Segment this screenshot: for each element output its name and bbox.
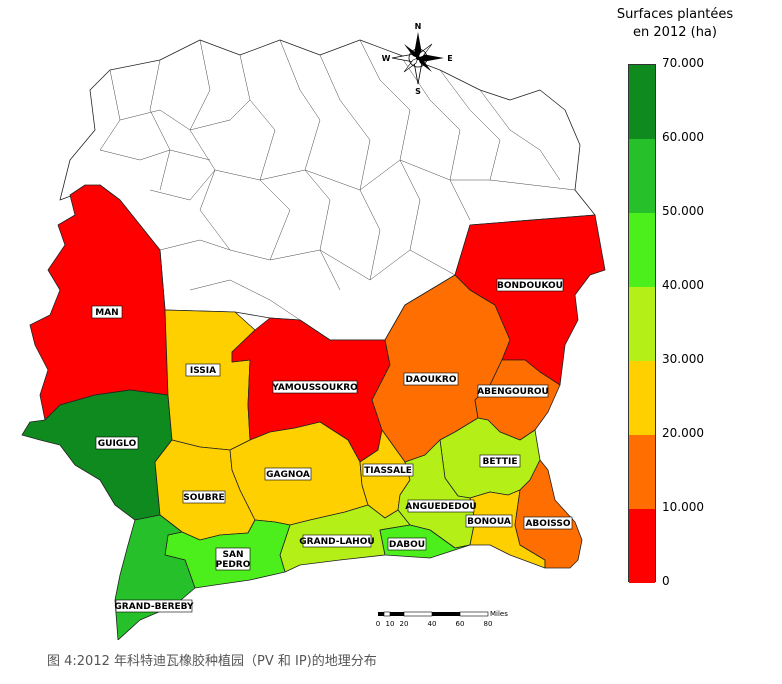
scale-tick-0: 0	[376, 620, 380, 628]
legend-swatch-2	[629, 213, 655, 287]
region-aboisso	[514, 459, 583, 569]
scale-tick-10: 10	[386, 620, 395, 628]
legend-swatch-0	[629, 65, 655, 139]
compass-rose-icon: N S E W	[382, 22, 453, 96]
compass-e: E	[447, 54, 452, 63]
scale-tick-40: 40	[428, 620, 437, 628]
legend-swatch-5	[629, 435, 655, 509]
label-aboisso: ABOISSO	[525, 519, 570, 529]
label-tiassale: TIASSALE	[364, 466, 412, 476]
legend-tick-label-6: 10.000	[662, 500, 704, 514]
scale-tick-20: 20	[400, 620, 409, 628]
legend-tick-label-0: 70.000	[662, 56, 704, 70]
compass-n: N	[415, 22, 422, 31]
compass-w: W	[382, 54, 391, 63]
legend-tick-label-7: 0	[662, 574, 670, 588]
label-abengourou: ABENGOUROU	[477, 387, 549, 397]
legend-color-bar	[628, 64, 656, 583]
label-anguededou: ANGUEDEDOU	[405, 502, 476, 512]
legend-tick-label-2: 50.000	[662, 204, 704, 218]
scale-unit: Miles	[490, 610, 508, 618]
label-grand-bereby: GRAND-BEREBY	[114, 602, 194, 612]
legend-tick-label-3: 40.000	[662, 278, 704, 292]
label-bondoukou: BONDOUKOU	[497, 281, 563, 291]
legend-swatch-3	[629, 287, 655, 361]
northern-region-blank	[59, 39, 596, 341]
label-bonoua: BONOUA	[467, 517, 511, 527]
department-boundaries	[99, 39, 576, 321]
legend-title-line2: en 2012 (ha)	[633, 25, 717, 40]
label-bettie: BETTIE	[483, 457, 518, 467]
label-issia: ISSIA	[190, 366, 216, 376]
label-soubre: SOUBRE	[183, 493, 224, 503]
label-dabou: DABOU	[389, 540, 425, 550]
legend-title-line1: Surfaces plantées	[616, 7, 734, 22]
scale-tick-60: 60	[456, 620, 465, 628]
legend-tick-label-1: 60.000	[662, 130, 704, 144]
legend-tick-label-5: 20.000	[662, 426, 704, 440]
label-man: MAN	[95, 308, 118, 318]
scale-tick-80: 80	[484, 620, 493, 628]
label-san-pedro-line1: SAN	[223, 550, 244, 560]
legend-tick-label-4: 30.000	[662, 352, 704, 366]
rubber-plantation-map: MAN GUIGLO ISSIA YAMOUSSOUKRO DAOUKRO BO…	[21, 22, 606, 640]
label-guiglo: GUIGLO	[98, 439, 137, 449]
compass-s: S	[415, 87, 421, 96]
label-san-pedro-line2: PEDRO	[216, 560, 251, 570]
label-grand-lahou: GRAND-LAHOU	[299, 537, 374, 547]
legend-swatch-6	[629, 509, 655, 583]
legend-title: Surfaces plantées en 2012 (ha)	[600, 6, 750, 42]
legend-swatch-4	[629, 361, 655, 435]
scale-bar: Miles 0 10 20 40 60 80	[376, 610, 508, 628]
label-daoukro: DAOUKRO	[406, 375, 457, 385]
figure-caption: 图 4:2012 年科特迪瓦橡胶种植园（PV 和 IP)的地理分布	[47, 654, 377, 669]
region-labels: MAN GUIGLO ISSIA YAMOUSSOUKRO DAOUKRO BO…	[91, 278, 573, 613]
region-issia	[164, 309, 256, 451]
legend-swatch-1	[629, 139, 655, 213]
label-yamoussoukro: YAMOUSSOUKRO	[271, 383, 358, 393]
label-gagnoa: GAGNOA	[266, 470, 310, 480]
